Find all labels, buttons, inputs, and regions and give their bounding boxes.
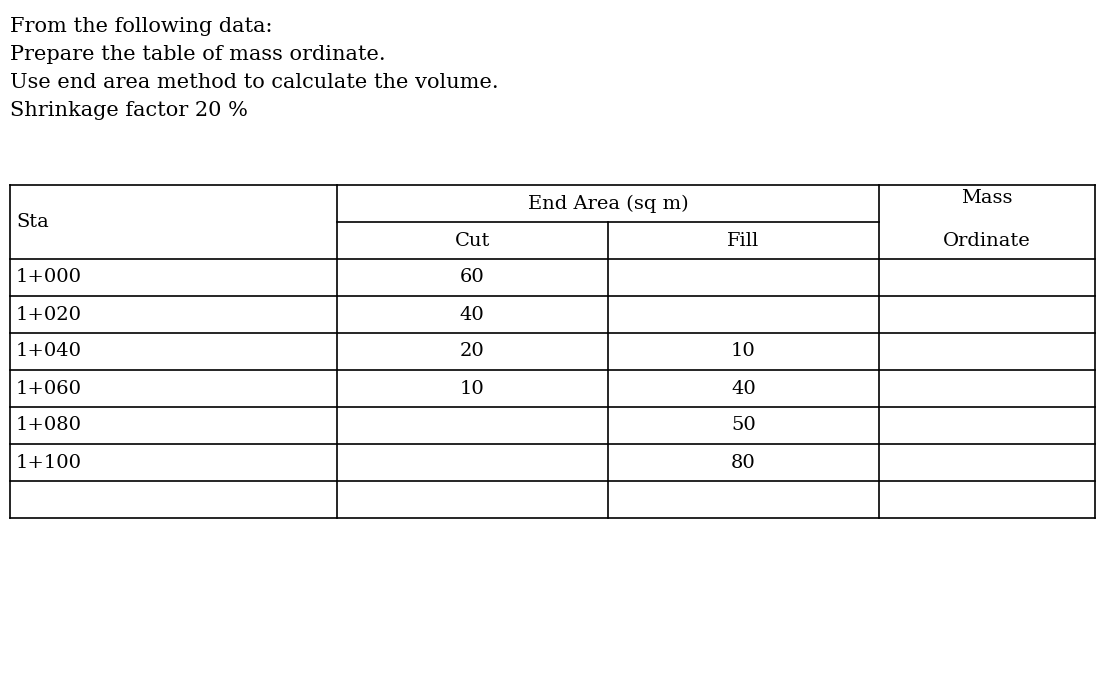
Text: 1+100: 1+100 xyxy=(15,453,82,471)
Text: 1+000: 1+000 xyxy=(15,268,82,287)
Text: 40: 40 xyxy=(460,305,485,324)
Text: 10: 10 xyxy=(732,342,756,361)
Text: 1+040: 1+040 xyxy=(15,342,82,361)
Text: 1+080: 1+080 xyxy=(15,416,82,434)
Text: Shrinkage factor 20 %: Shrinkage factor 20 % xyxy=(10,101,248,119)
Text: 1+020: 1+020 xyxy=(15,305,82,324)
Text: Cut: Cut xyxy=(454,231,490,250)
Text: Ordinate: Ordinate xyxy=(944,231,1031,250)
Text: Prepare the table of mass ordinate.: Prepare the table of mass ordinate. xyxy=(10,45,386,64)
Text: 80: 80 xyxy=(732,453,756,471)
Text: Fill: Fill xyxy=(727,231,759,250)
Text: From the following data:: From the following data: xyxy=(10,16,273,36)
Text: 50: 50 xyxy=(732,416,756,434)
Text: 20: 20 xyxy=(460,342,485,361)
Text: Use end area method to calculate the volume.: Use end area method to calculate the vol… xyxy=(10,73,498,91)
Text: 1+060: 1+060 xyxy=(15,379,82,397)
Text: Sta: Sta xyxy=(15,213,49,231)
Text: 10: 10 xyxy=(460,379,485,397)
Text: 40: 40 xyxy=(732,379,756,397)
Text: Mass: Mass xyxy=(961,189,1013,207)
Text: 60: 60 xyxy=(460,268,485,287)
Text: End Area (sq m): End Area (sq m) xyxy=(527,194,688,213)
